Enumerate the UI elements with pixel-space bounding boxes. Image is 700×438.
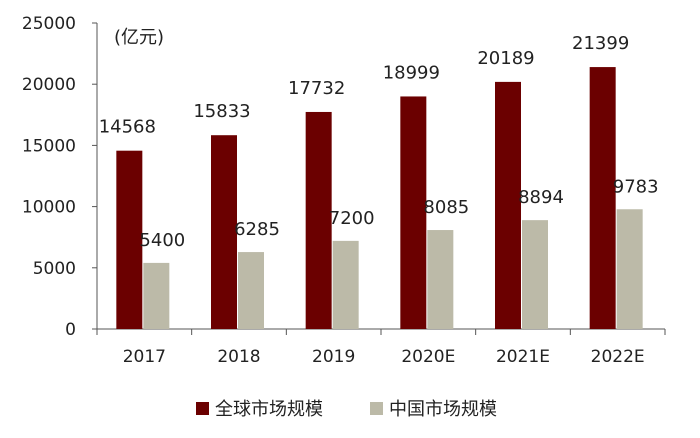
x-tick-label: 2021E bbox=[496, 347, 550, 367]
data-label: 17732 bbox=[288, 78, 345, 99]
data-label: 18999 bbox=[383, 62, 440, 83]
x-tick-label: 2022E bbox=[591, 347, 645, 367]
bar-global bbox=[116, 150, 143, 329]
bar-global bbox=[400, 96, 427, 329]
y-tick-label: 25000 bbox=[22, 14, 76, 34]
legend: 全球市场规模 中国市场规模 bbox=[196, 399, 497, 420]
bar-global bbox=[589, 67, 616, 330]
y-axis: 0 5000 10000 15000 20000 25000 bbox=[22, 14, 98, 340]
legend-swatch bbox=[370, 402, 383, 415]
bar-global bbox=[305, 111, 332, 329]
y-tick-label: 0 bbox=[65, 320, 76, 340]
legend-label: 中国市场规模 bbox=[389, 399, 497, 420]
data-label: 5400 bbox=[139, 230, 185, 251]
bar-china bbox=[616, 209, 643, 329]
y-tick-label: 10000 bbox=[22, 198, 76, 218]
data-labels: 14568 15833 17732 18999 20189 21399 5400 6285 72… bbox=[99, 33, 659, 251]
x-axis: 2017 2018 2019 2020E 2021E 2022E bbox=[96, 328, 666, 367]
bar-global bbox=[211, 135, 237, 329]
y-tick-label: 20000 bbox=[22, 75, 76, 95]
x-tick-label: 2017 bbox=[123, 347, 166, 367]
bar-china bbox=[522, 220, 548, 329]
bar-china bbox=[238, 252, 264, 329]
data-label: 14568 bbox=[99, 117, 156, 138]
x-tick-label: 2020E bbox=[401, 347, 455, 367]
data-label: 15833 bbox=[193, 101, 250, 122]
x-tick-label: 2018 bbox=[217, 347, 260, 367]
bars bbox=[116, 67, 643, 330]
legend-swatch bbox=[196, 402, 209, 415]
data-label: 8894 bbox=[518, 187, 564, 208]
data-label: 9783 bbox=[613, 176, 659, 197]
data-label: 6285 bbox=[234, 219, 280, 240]
unit-label: (亿元) bbox=[114, 27, 164, 48]
bar-china bbox=[143, 262, 170, 329]
legend-label: 全球市场规模 bbox=[215, 399, 323, 420]
data-label: 8085 bbox=[423, 197, 469, 218]
y-tick-label: 5000 bbox=[33, 259, 76, 279]
bar-china bbox=[427, 230, 454, 329]
y-tick-label: 15000 bbox=[22, 136, 76, 156]
data-label: 20189 bbox=[477, 48, 534, 69]
bar-china bbox=[332, 240, 359, 329]
data-label: 7200 bbox=[329, 208, 375, 229]
bar-global bbox=[495, 81, 521, 329]
x-tick-label: 2019 bbox=[312, 347, 355, 367]
data-label: 21399 bbox=[572, 33, 629, 54]
